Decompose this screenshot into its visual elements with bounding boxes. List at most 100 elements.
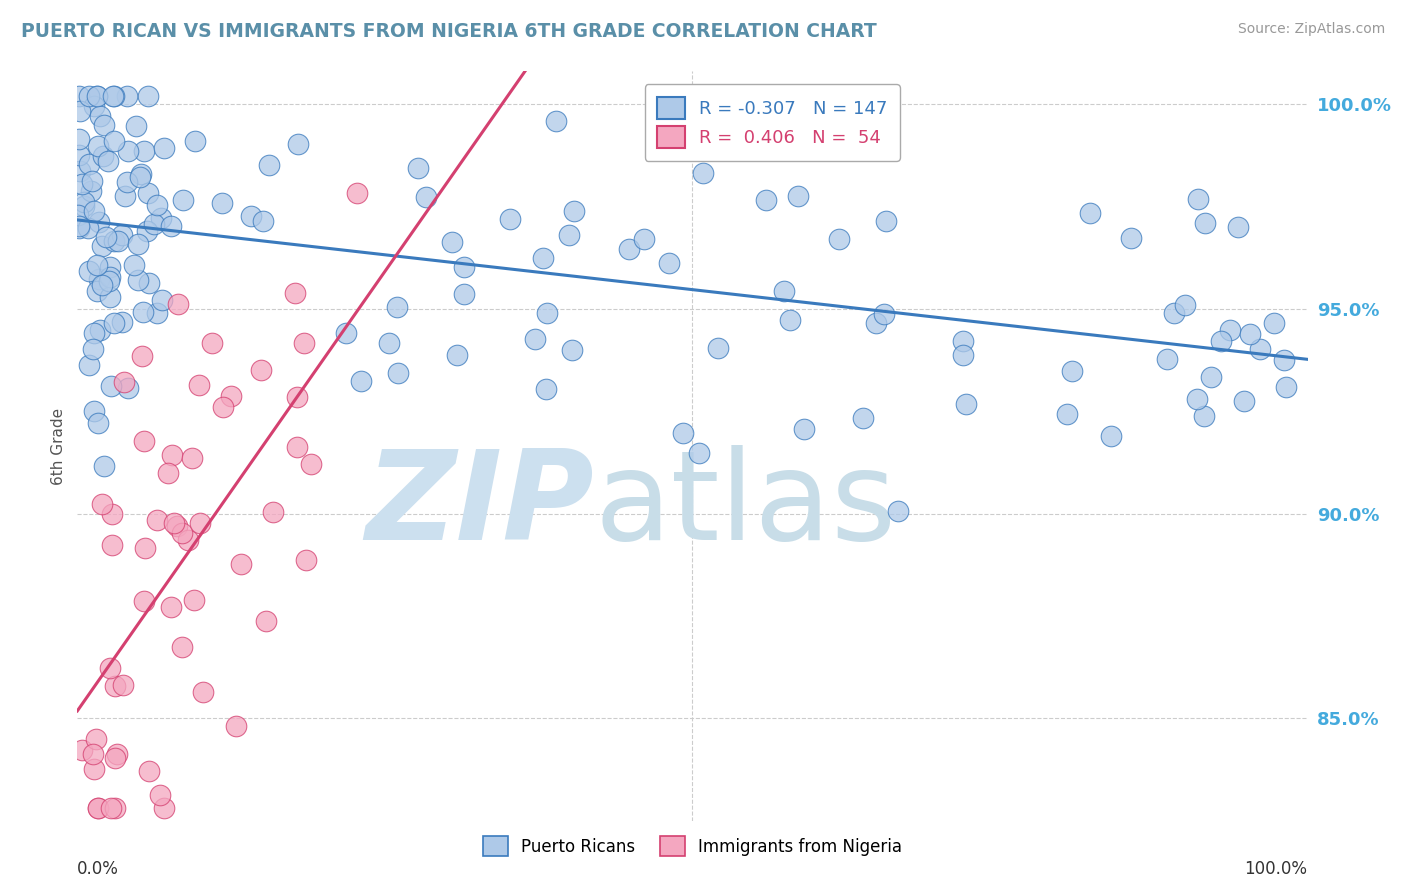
Point bbox=[80, 184, 103, 198]
Point bbox=[441, 235, 464, 249]
Point bbox=[160, 448, 183, 462]
Point bbox=[187, 378, 209, 392]
Point bbox=[153, 801, 176, 815]
Point bbox=[67, 208, 90, 222]
Point bbox=[188, 516, 211, 530]
Point bbox=[150, 211, 173, 225]
Point bbox=[97, 154, 120, 169]
Point bbox=[252, 214, 274, 228]
Point bbox=[87, 416, 110, 430]
Point bbox=[149, 788, 172, 802]
Point bbox=[134, 145, 156, 159]
Legend: Puerto Ricans, Immigrants from Nigeria: Puerto Ricans, Immigrants from Nigeria bbox=[474, 828, 911, 864]
Point bbox=[335, 326, 357, 340]
Point bbox=[453, 287, 475, 301]
Point bbox=[93, 118, 115, 132]
Point bbox=[180, 451, 202, 466]
Point bbox=[544, 114, 567, 128]
Point bbox=[183, 593, 205, 607]
Point bbox=[285, 390, 308, 404]
Point bbox=[562, 204, 585, 219]
Point bbox=[755, 193, 778, 207]
Point bbox=[387, 300, 409, 314]
Point bbox=[873, 307, 896, 321]
Point bbox=[70, 743, 93, 757]
Point bbox=[69, 163, 91, 178]
Point bbox=[86, 89, 108, 103]
Point bbox=[292, 336, 315, 351]
Point bbox=[117, 381, 139, 395]
Point bbox=[98, 661, 121, 675]
Point bbox=[249, 363, 271, 377]
Point bbox=[82, 342, 104, 356]
Point bbox=[887, 503, 910, 517]
Point bbox=[408, 161, 430, 175]
Point bbox=[387, 366, 409, 380]
Point bbox=[160, 219, 183, 233]
Point bbox=[163, 516, 186, 531]
Point bbox=[184, 134, 207, 148]
Point bbox=[633, 232, 655, 246]
Point bbox=[160, 599, 183, 614]
Point bbox=[672, 425, 695, 440]
Point bbox=[90, 497, 112, 511]
Point bbox=[170, 640, 193, 654]
Point bbox=[100, 260, 122, 275]
Point bbox=[67, 148, 90, 162]
Point bbox=[111, 228, 134, 243]
Point bbox=[295, 553, 318, 567]
Point bbox=[156, 467, 179, 481]
Point bbox=[114, 188, 136, 202]
Point bbox=[257, 158, 280, 172]
Point bbox=[1275, 380, 1298, 394]
Text: Source: ZipAtlas.com: Source: ZipAtlas.com bbox=[1237, 22, 1385, 37]
Point bbox=[262, 505, 284, 519]
Point bbox=[122, 258, 145, 272]
Point bbox=[107, 235, 129, 249]
Point bbox=[134, 434, 156, 448]
Point bbox=[170, 525, 193, 540]
Point bbox=[72, 199, 94, 213]
Point bbox=[852, 411, 875, 425]
Point bbox=[350, 374, 373, 388]
Point bbox=[86, 258, 108, 272]
Point bbox=[865, 316, 887, 330]
Point bbox=[67, 89, 90, 103]
Point bbox=[617, 242, 640, 256]
Point bbox=[127, 272, 149, 286]
Point bbox=[1232, 393, 1254, 408]
Point bbox=[103, 316, 125, 330]
Point bbox=[67, 219, 90, 233]
Point bbox=[101, 89, 124, 103]
Point bbox=[152, 141, 174, 155]
Point bbox=[91, 149, 114, 163]
Point bbox=[84, 731, 107, 746]
Point bbox=[104, 751, 127, 765]
Point bbox=[1163, 306, 1185, 320]
Point bbox=[80, 174, 103, 188]
Point bbox=[72, 194, 94, 209]
Point bbox=[201, 336, 224, 351]
Point bbox=[1099, 429, 1122, 443]
Point bbox=[1078, 205, 1101, 219]
Point bbox=[98, 290, 121, 304]
Point bbox=[103, 234, 125, 248]
Point bbox=[558, 228, 581, 243]
Point bbox=[952, 334, 974, 348]
Point bbox=[103, 135, 125, 149]
Point bbox=[1187, 192, 1209, 206]
Point bbox=[150, 293, 173, 307]
Point bbox=[240, 210, 263, 224]
Point bbox=[129, 169, 152, 184]
Point bbox=[111, 315, 134, 329]
Point bbox=[89, 109, 111, 123]
Point bbox=[1199, 370, 1222, 384]
Point bbox=[90, 278, 112, 293]
Text: 0.0%: 0.0% bbox=[77, 860, 120, 878]
Point bbox=[1187, 392, 1209, 406]
Point bbox=[793, 422, 815, 436]
Text: atlas: atlas bbox=[595, 445, 896, 566]
Point bbox=[91, 238, 114, 252]
Point bbox=[166, 519, 188, 533]
Point bbox=[1194, 409, 1216, 424]
